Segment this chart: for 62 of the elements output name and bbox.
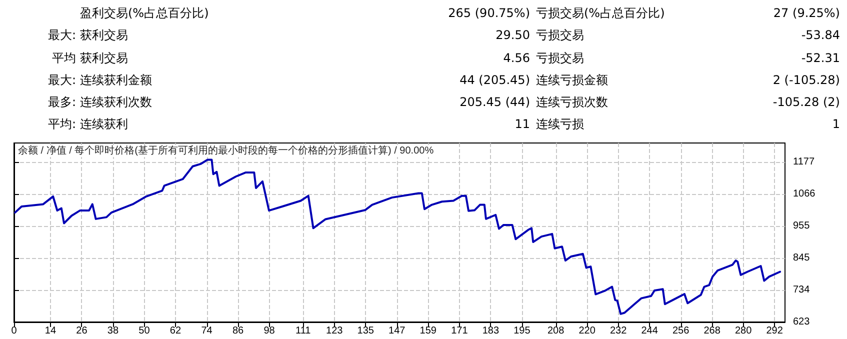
x-tick-label: 0 — [11, 326, 18, 336]
text: 27 (9.25%) — [772, 5, 840, 22]
text: 亏损交易(%占总百分比) — [535, 5, 666, 22]
text: -52.31 — [800, 50, 840, 67]
text: 平均 — [51, 50, 77, 67]
text: 连续亏损次数 — [535, 94, 609, 112]
x-tick-label: 50 — [138, 326, 150, 336]
text: 29.50 — [494, 27, 530, 44]
text: 265 (90.75%) — [447, 5, 530, 22]
x-tick-label: 244 — [641, 326, 658, 336]
y-tick-label: 1066 — [793, 188, 816, 200]
x-tick-label: 195 — [514, 326, 531, 336]
text: 盈利交易(%占总百分比) — [80, 5, 210, 22]
x-tick-label: 171 — [451, 326, 468, 336]
x-tick-label: 256 — [672, 326, 690, 336]
text: 连续亏损金额 — [535, 72, 609, 89]
x-tick-label: 292 — [766, 326, 784, 336]
text: 连续亏损 — [535, 116, 585, 134]
x-tick-label: 232 — [610, 326, 628, 336]
x-tick-label: 123 — [326, 326, 344, 336]
y-tick-label: 1177 — [793, 156, 815, 168]
text: 连续获利金额 — [80, 72, 153, 89]
text: 连续获利次数 — [80, 94, 153, 112]
text: 2 (-105.28) — [772, 72, 840, 89]
text: 4.56 — [502, 50, 530, 67]
text: 44 (205.45) — [458, 72, 530, 89]
text: 获利交易 — [80, 27, 129, 44]
text: 最大: — [46, 72, 77, 89]
y-tick-label: 845 — [793, 252, 810, 264]
text: 平均: — [46, 116, 77, 134]
text: 获利交易 — [80, 50, 129, 67]
y-tick-label: 955 — [793, 220, 810, 232]
text: -53.84 — [800, 27, 840, 44]
x-tick-label: 147 — [388, 326, 406, 336]
text: 连续获利 — [80, 116, 129, 134]
text: 最大: — [46, 27, 77, 44]
text: 11 — [514, 116, 530, 134]
x-tick-label: 74 — [201, 326, 213, 336]
x-tick-label: 159 — [420, 326, 437, 336]
chart-title: 余额 / 净值 / 每个即时价格(基于所有可利用的最小时段的每一个价格的分形插值计算) / 90.00% — [18, 144, 434, 156]
line-series — [14, 158, 782, 315]
x-tick-label: 220 — [578, 326, 596, 336]
x-tick-label: 268 — [704, 326, 721, 336]
y-tick-label: 734 — [793, 284, 810, 296]
x-tick-label: 38 — [107, 326, 119, 336]
text: 亏损交易 — [535, 27, 585, 44]
text: 最多: — [46, 94, 77, 112]
text: 1 — [831, 116, 840, 134]
y-tick-label: 623 — [793, 316, 810, 328]
x-tick-label: 208 — [547, 326, 565, 336]
x-tick-label: 111 — [296, 326, 312, 336]
x-tick-label: 62 — [170, 326, 182, 336]
text: -105.28 (2) — [772, 94, 840, 112]
text: 亏损交易 — [535, 50, 585, 67]
x-tick-label: 98 — [264, 326, 276, 336]
x-tick-label: 26 — [76, 326, 88, 336]
x-tick-label: 280 — [734, 326, 752, 336]
text: 205.45 (44) — [458, 94, 530, 112]
x-tick-label: 86 — [232, 326, 244, 336]
x-tick-label: 135 — [357, 326, 374, 336]
x-tick-label: 183 — [482, 326, 500, 336]
x-tick-label: 14 — [44, 326, 56, 336]
